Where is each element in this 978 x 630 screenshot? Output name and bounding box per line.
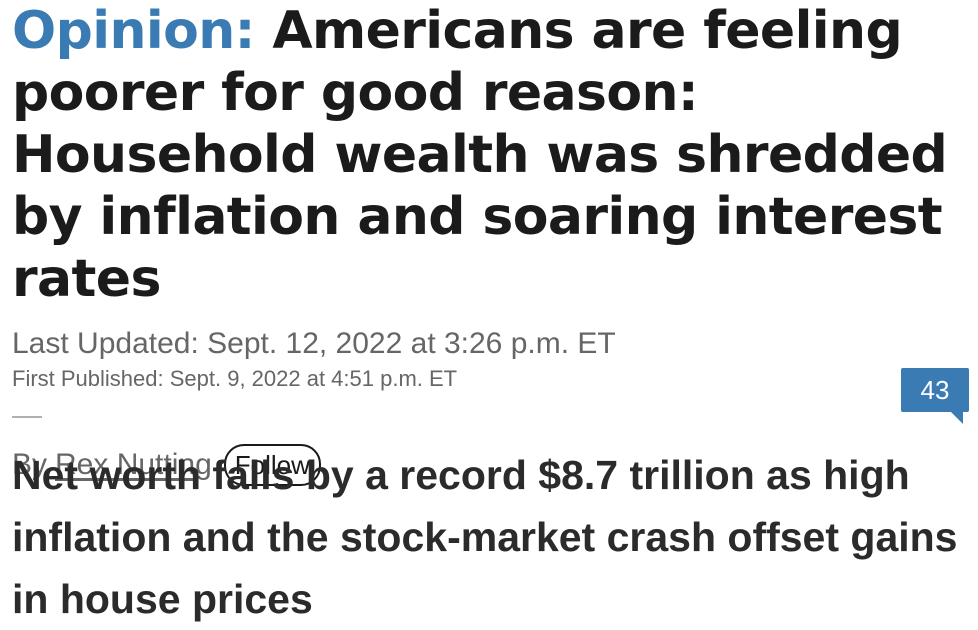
article-header: Opinion: Americans are feeling poorer fo… (12, 0, 972, 486)
author-link[interactable]: Rex Nutting (55, 448, 212, 481)
headline: Opinion: Americans are feeling poorer fo… (12, 0, 972, 310)
opinion-kicker[interactable]: Opinion: (12, 1, 255, 61)
first-published-timestamp: First Published: Sept. 9, 2022 at 4:51 p… (12, 366, 458, 391)
divider (12, 416, 42, 418)
byline-prefix: By (12, 448, 48, 481)
timestamps: Last Updated: Sept. 12, 2022 at 3:26 p.m… (12, 326, 972, 394)
last-updated-timestamp: Last Updated: Sept. 12, 2022 at 3:26 p.m… (12, 327, 616, 360)
comments-count-button[interactable]: 43 (901, 368, 969, 424)
byline: By Rex Nutting Follow (12, 444, 972, 486)
follow-button[interactable]: Follow (223, 444, 321, 486)
subheadline: Net worth falls by a record $8.7 trillio… (12, 452, 958, 622)
headline-text: Americans are feeling poorer for good re… (12, 1, 948, 309)
